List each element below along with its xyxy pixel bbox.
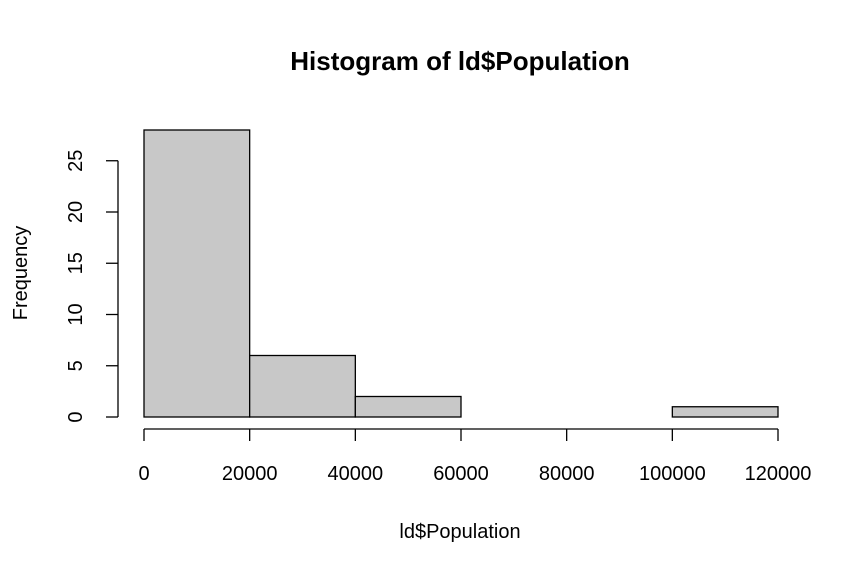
y-tick-label: 10 [65, 303, 87, 325]
x-axis: 0 20000 40000 60000 80000 100000 120000 [138, 428, 812, 485]
bars-group [143, 129, 779, 418]
y-tick-label: 25 [65, 150, 87, 172]
chart-title: Histogram of ld$Population [290, 46, 629, 76]
y-tick-label: 5 [65, 360, 87, 371]
x-tick-label: 0 [138, 463, 149, 485]
bar-5 [671, 406, 779, 418]
x-tick-label: 40000 [328, 463, 384, 485]
x-tick-label: 60000 [433, 463, 489, 485]
x-tick-label: 120000 [745, 463, 812, 485]
y-axis-label: Frequency [10, 226, 32, 321]
x-axis-label: ld$Population [399, 521, 520, 543]
bar-1 [249, 354, 356, 418]
x-tick-label: 20000 [222, 463, 278, 485]
y-tick-label: 0 [65, 411, 87, 422]
y-tick-label: 20 [65, 201, 87, 223]
bar-2 [354, 395, 462, 418]
bar-0 [143, 129, 251, 418]
y-axis: 0 5 10 15 20 25 [65, 150, 119, 423]
x-tick-label: 80000 [539, 463, 595, 485]
x-tick-label: 100000 [639, 463, 706, 485]
y-tick-label: 15 [65, 252, 87, 274]
